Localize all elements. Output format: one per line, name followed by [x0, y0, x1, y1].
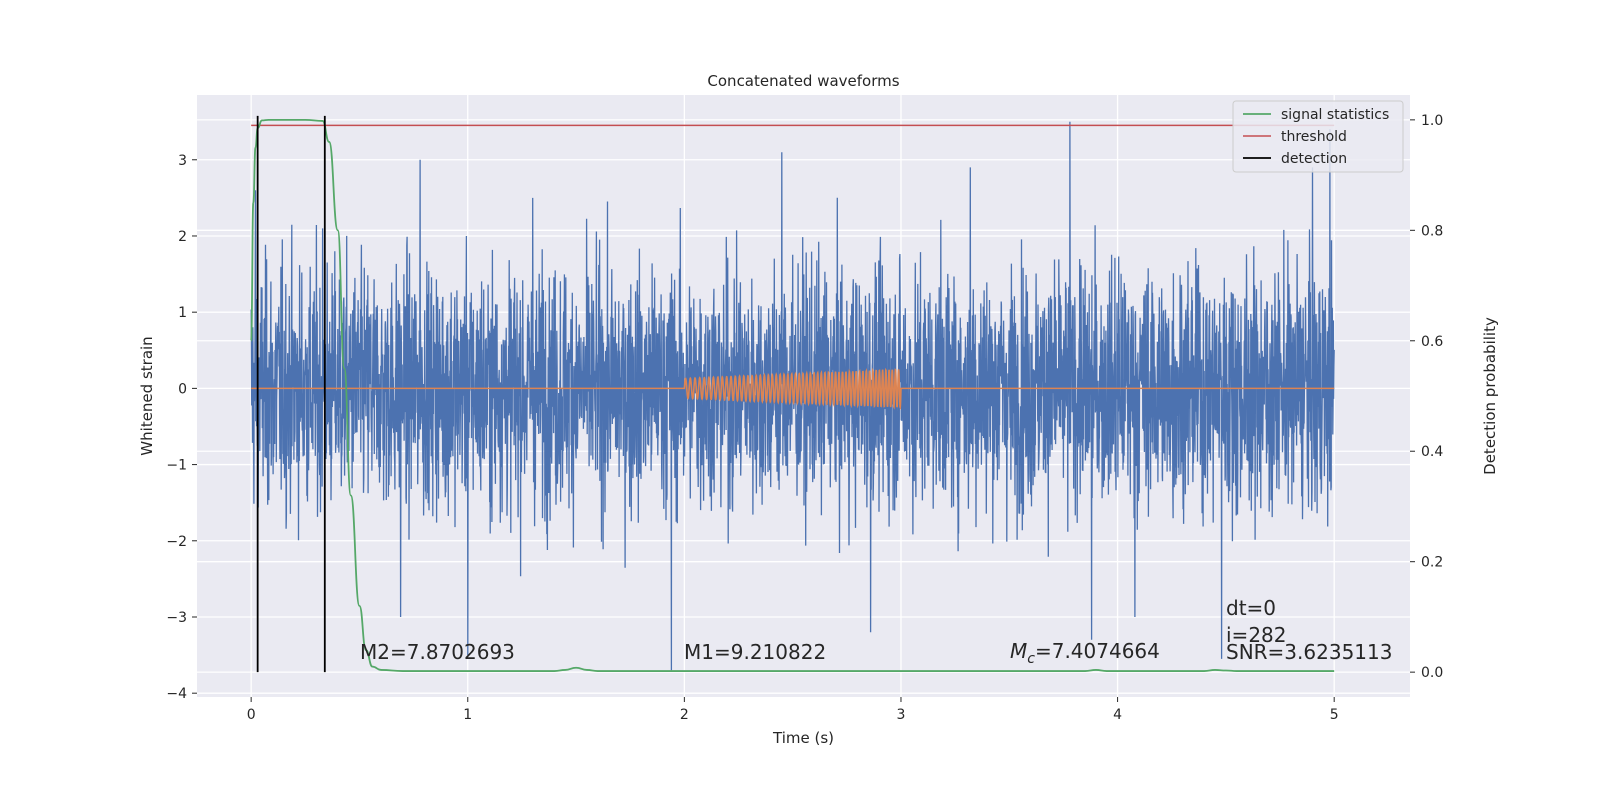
y2-tick-label: 0.0	[1421, 665, 1443, 681]
y-tick-label: 2	[178, 229, 187, 245]
x-tick-label: 0	[247, 707, 256, 723]
y-tick-label: −2	[166, 534, 187, 550]
y-tick-label: −4	[166, 686, 187, 702]
y-axis-ticks: −4 −3 −2 −1 0 1 2 3	[166, 153, 197, 702]
legend-label-signal-statistics: signal statistics	[1281, 107, 1389, 123]
y-tick-label: −3	[166, 610, 187, 626]
legend-label-threshold: threshold	[1281, 129, 1347, 145]
annotation-mc-value: =7.4074664	[1035, 639, 1160, 663]
x-tick-label: 2	[680, 707, 689, 723]
legend-label-detection: detection	[1281, 151, 1347, 167]
y-tick-label: 3	[178, 153, 187, 169]
x-tick-label: 3	[897, 707, 906, 723]
y2-tick-label: 0.2	[1421, 555, 1443, 571]
y2-tick-label: 0.6	[1421, 334, 1443, 350]
y2-tick-label: 1.0	[1421, 113, 1443, 129]
annotation-m2: M2=7.8702693	[360, 640, 515, 664]
annotation-i: i=282	[1226, 623, 1287, 647]
y-tick-label: 1	[178, 305, 187, 321]
annotation-dt: dt=0	[1226, 596, 1276, 620]
annotation-m1: M1=9.210822	[684, 640, 826, 664]
y2-tick-label: 0.8	[1421, 223, 1443, 239]
detection-lines	[256, 115, 326, 673]
y-tick-label: 0	[178, 381, 187, 397]
legend: signal statistics threshold detection	[1232, 100, 1404, 173]
chart-title: Concatenated waveforms	[707, 72, 899, 90]
y2-axis-label: Detection probability	[1481, 317, 1499, 475]
x-tick-label: 4	[1113, 707, 1122, 723]
y-axis-label: Whitened strain	[138, 336, 156, 455]
plot-area	[250, 115, 1335, 673]
chirp-signal-line	[251, 367, 1335, 411]
x-axis-ticks: 0 1 2 3 4 5	[247, 697, 1339, 723]
x-tick-label: 5	[1330, 707, 1339, 723]
legend-box	[1232, 100, 1404, 173]
strain-noise-line	[250, 121, 1335, 671]
y-tick-label: −1	[166, 458, 187, 474]
y2-axis-ticks: 0.0 0.2 0.4 0.6 0.8 1.0	[1410, 113, 1443, 681]
annotation-mc: Mc=7.4074664	[1010, 639, 1160, 667]
annotation-mc-subscript: c	[1027, 651, 1035, 667]
x-tick-label: 1	[463, 707, 472, 723]
annotation-mc-symbol: M	[1010, 639, 1027, 663]
y2-tick-label: 0.4	[1421, 444, 1443, 460]
signal-statistics-line	[250, 118, 1335, 672]
annotation-snr: SNR=3.6235113	[1226, 640, 1392, 664]
x-axis-label: Time (s)	[772, 729, 834, 747]
